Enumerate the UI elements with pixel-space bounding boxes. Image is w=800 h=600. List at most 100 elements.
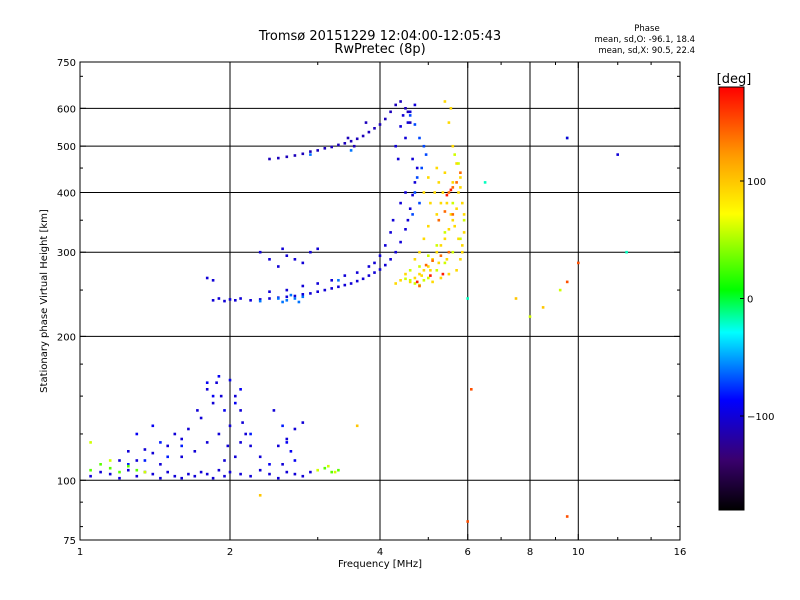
data-point	[449, 213, 453, 216]
data-point	[514, 297, 518, 300]
data-point	[459, 258, 462, 261]
data-point	[422, 269, 426, 272]
data-point	[528, 315, 532, 318]
data-point	[401, 114, 405, 117]
stats-line-o: mean, sd,O: -96.1, 18.4	[595, 35, 695, 45]
data-point	[268, 463, 271, 466]
data-point	[135, 474, 139, 478]
data-point	[461, 244, 464, 247]
data-point	[408, 207, 412, 210]
data-point	[223, 299, 226, 303]
stats-heading: Phase	[634, 24, 659, 34]
data-point	[285, 295, 289, 299]
data-point	[193, 474, 197, 478]
data-point	[418, 272, 421, 276]
data-point	[135, 432, 139, 436]
data-point	[258, 455, 262, 459]
data-point	[205, 472, 209, 476]
data-point	[281, 300, 284, 304]
y-tick-label: 400	[57, 188, 76, 199]
data-point	[418, 265, 421, 268]
data-point	[411, 157, 414, 161]
data-point	[413, 276, 417, 280]
data-point	[399, 279, 402, 282]
data-point	[459, 237, 462, 241]
data-point	[443, 171, 447, 174]
data-point	[343, 142, 347, 145]
data-point	[180, 444, 183, 448]
data-point	[399, 125, 402, 128]
data-point	[408, 110, 412, 114]
data-point	[223, 459, 226, 462]
data-point	[281, 424, 284, 428]
data-point	[135, 459, 139, 462]
data-point	[435, 250, 439, 254]
data-point	[127, 468, 130, 472]
data-point	[127, 464, 130, 468]
data-point	[118, 459, 121, 462]
data-point	[268, 297, 271, 300]
data-point	[323, 147, 327, 150]
data-point	[244, 432, 247, 436]
data-point	[226, 444, 230, 448]
data-point	[439, 201, 443, 205]
chart-title: Tromsø 20151229 12:04:00-12:05:43	[258, 29, 501, 44]
data-point	[166, 444, 169, 448]
data-point	[330, 470, 333, 474]
data-point	[355, 271, 359, 274]
data-point	[301, 284, 305, 288]
data-point	[337, 468, 340, 472]
data-point	[289, 450, 293, 453]
data-point	[355, 279, 359, 283]
data-point	[437, 181, 441, 184]
data-point	[241, 421, 244, 424]
data-point	[418, 201, 421, 205]
data-point	[367, 130, 371, 134]
data-point	[301, 293, 305, 296]
data-point	[404, 191, 407, 194]
data-point	[239, 472, 242, 476]
data-point	[394, 144, 397, 148]
data-point	[378, 254, 382, 257]
data-point	[427, 265, 430, 268]
data-point	[389, 110, 392, 114]
data-point	[384, 244, 387, 247]
data-point	[330, 145, 333, 149]
data-point	[249, 299, 252, 302]
data-point	[443, 210, 447, 213]
data-point	[373, 127, 376, 130]
data-point	[151, 472, 155, 476]
data-point	[439, 276, 443, 280]
data-point	[437, 261, 441, 265]
data-point	[239, 441, 242, 444]
data-point	[422, 191, 426, 194]
data-point	[413, 181, 417, 184]
data-point	[404, 136, 407, 140]
data-point	[447, 121, 451, 124]
data-point	[285, 288, 289, 292]
data-point	[108, 472, 112, 476]
data-point	[285, 155, 289, 159]
data-point	[429, 269, 432, 272]
data-point	[451, 181, 455, 184]
data-point	[239, 409, 242, 412]
data-point	[427, 224, 430, 228]
data-point	[258, 250, 262, 254]
data-point	[396, 157, 400, 161]
data-point	[309, 470, 312, 474]
colorbar-ticks: 100 0 −100	[740, 177, 774, 423]
data-point	[459, 176, 462, 179]
y-tick-label: 75	[63, 536, 76, 547]
x-axis: 1 2 4 6 8 10 16	[77, 62, 686, 558]
data-point	[196, 409, 199, 412]
data-point	[443, 100, 447, 103]
y-axis: 75 100 200 300 400 500 600 750	[57, 58, 680, 547]
data-point	[415, 280, 419, 284]
data-point	[420, 166, 423, 170]
data-point	[431, 258, 434, 261]
data-point	[406, 110, 410, 114]
data-point	[277, 476, 280, 480]
data-point	[228, 424, 232, 428]
data-point	[373, 271, 376, 274]
